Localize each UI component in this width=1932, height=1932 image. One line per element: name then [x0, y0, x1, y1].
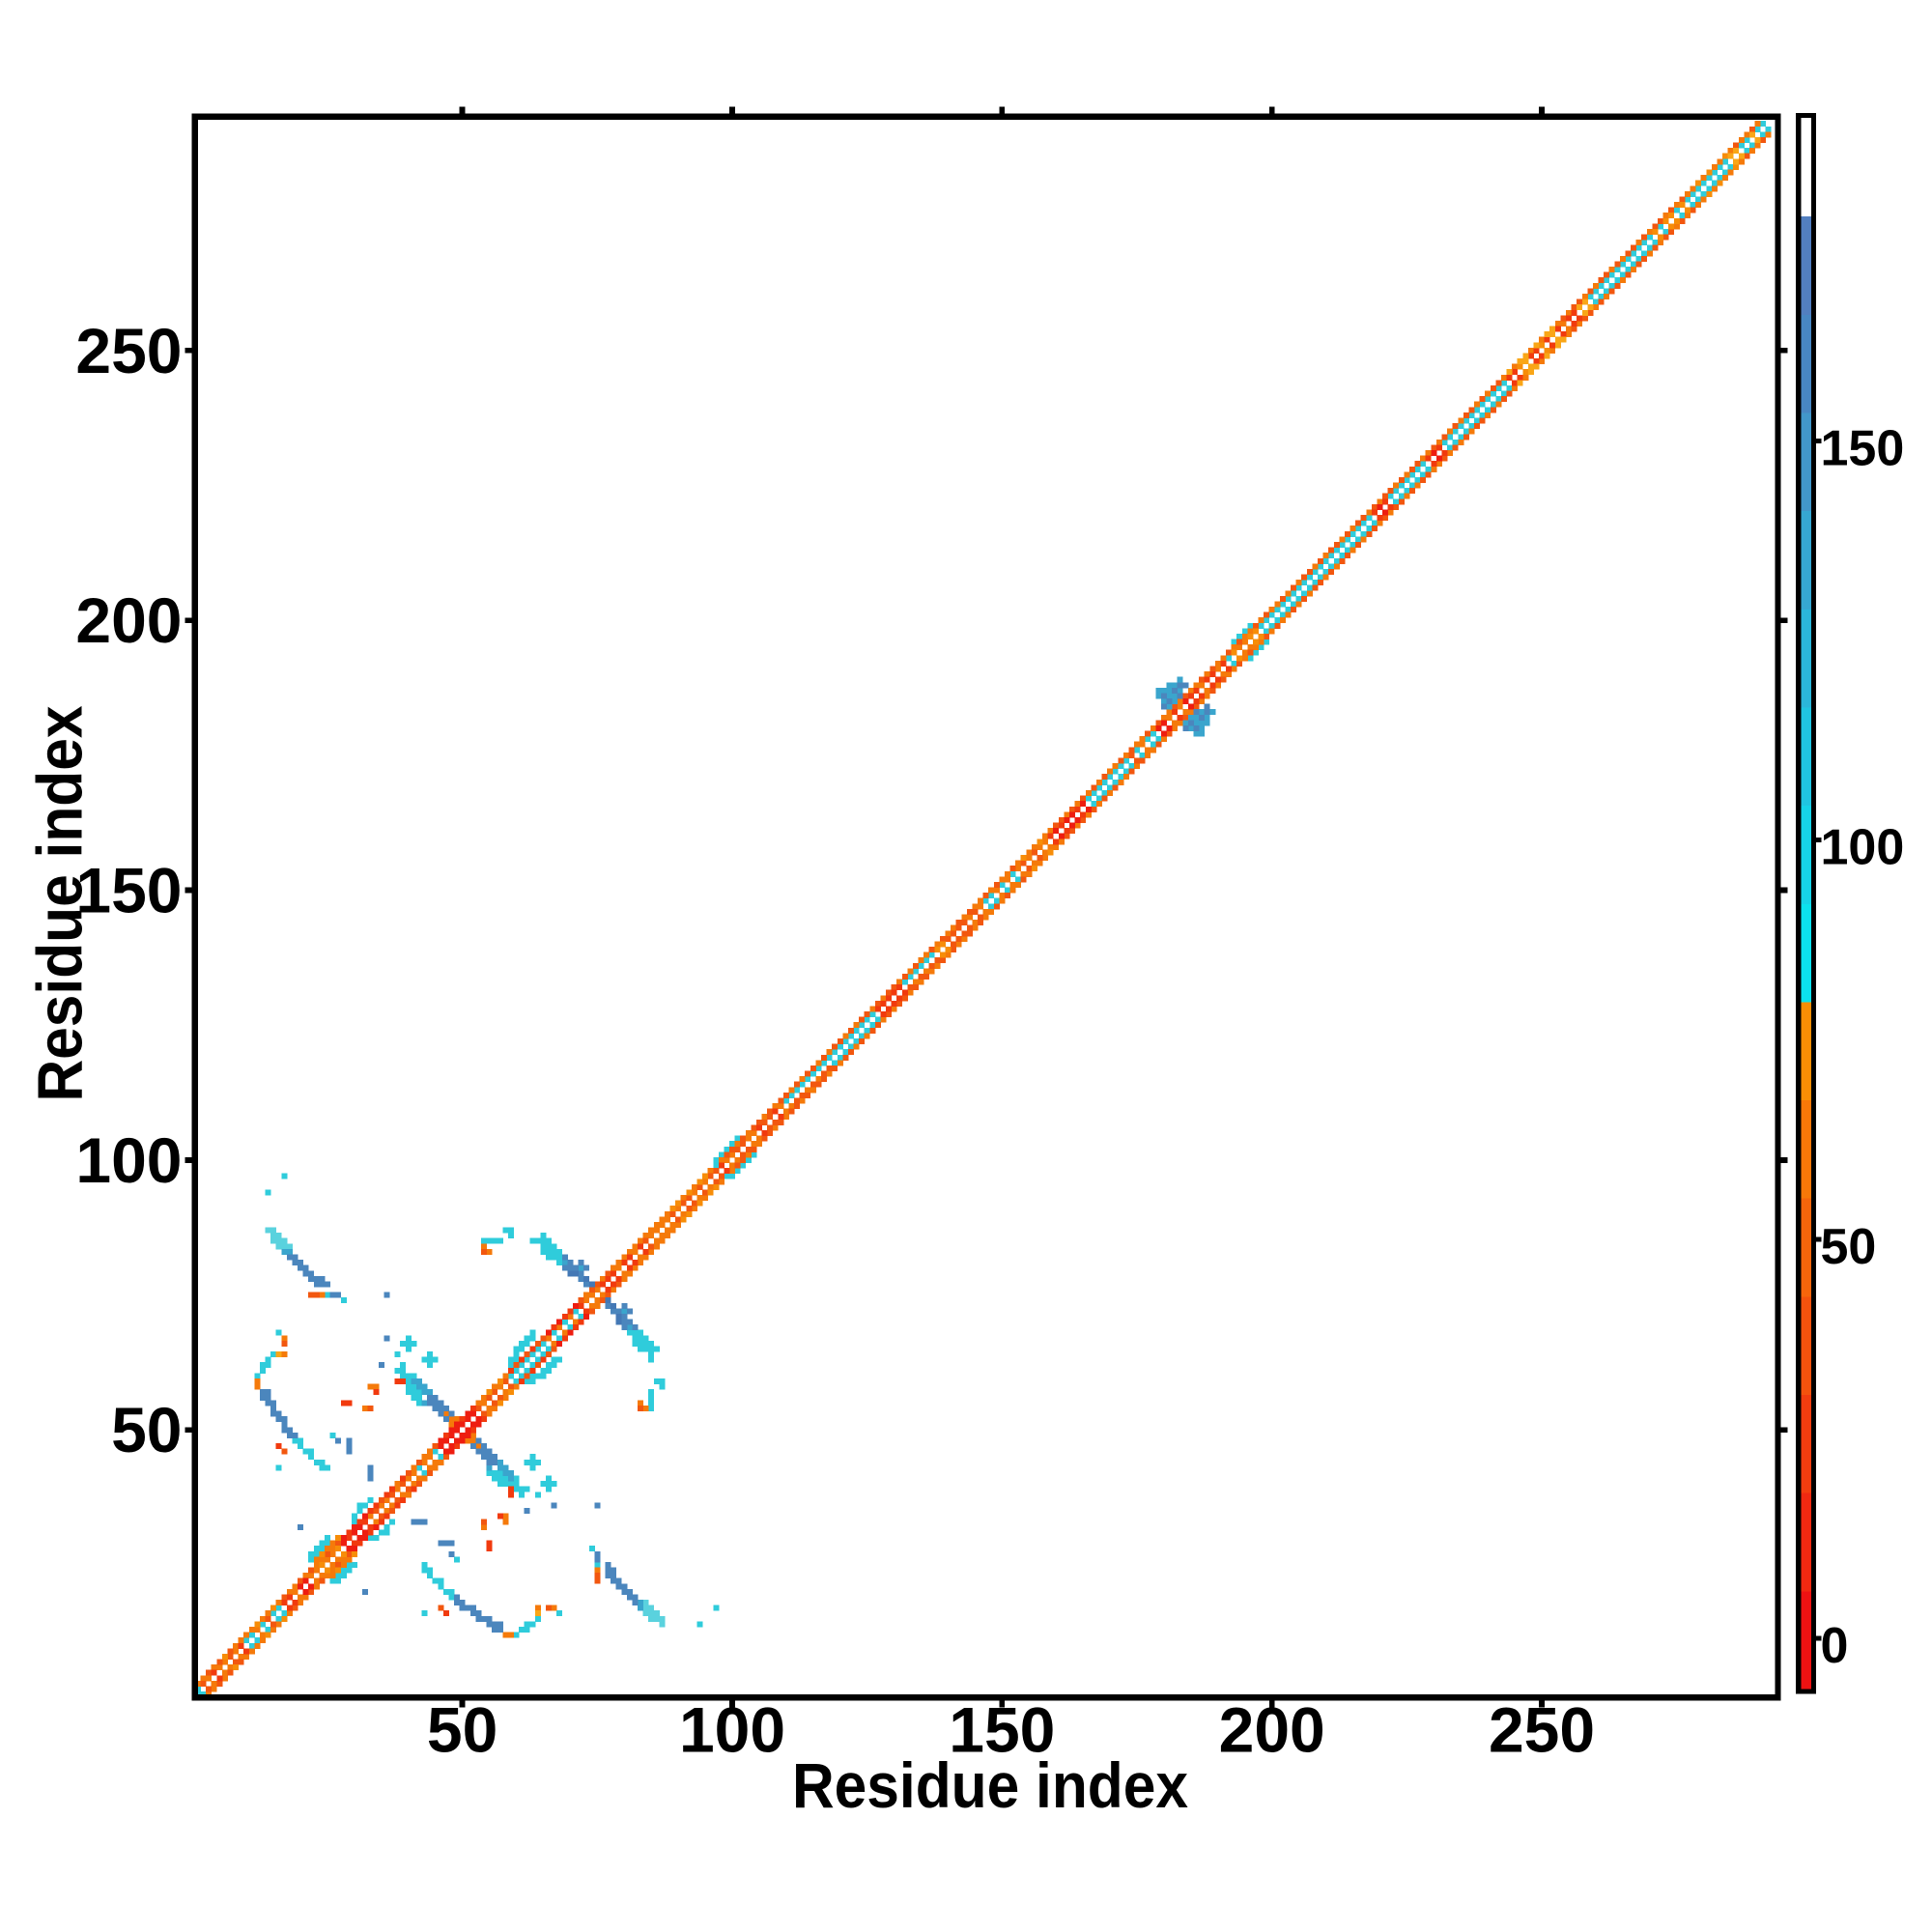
svg-text:0: 0 — [1821, 1618, 1849, 1674]
svg-text:Residue index: Residue index — [23, 705, 95, 1101]
svg-text:50: 50 — [1821, 1219, 1877, 1275]
svg-text:200: 200 — [75, 584, 182, 656]
svg-text:150: 150 — [1821, 420, 1905, 476]
svg-text:100: 100 — [75, 1124, 182, 1196]
svg-text:100: 100 — [1821, 820, 1905, 876]
svg-text:50: 50 — [111, 1394, 182, 1465]
svg-text:100: 100 — [679, 1694, 785, 1766]
svg-text:150: 150 — [75, 855, 182, 926]
svg-text:50: 50 — [427, 1694, 497, 1766]
svg-text:250: 250 — [75, 315, 182, 386]
svg-text:200: 200 — [1219, 1694, 1325, 1766]
svg-text:250: 250 — [1489, 1694, 1595, 1766]
svg-text:150: 150 — [949, 1694, 1055, 1766]
svg-text:Residue index: Residue index — [792, 1749, 1188, 1821]
